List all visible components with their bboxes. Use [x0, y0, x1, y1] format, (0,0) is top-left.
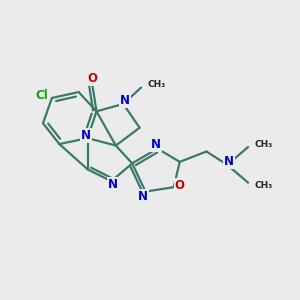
Text: Cl: Cl [35, 88, 48, 101]
Text: N: N [81, 129, 91, 142]
Text: CH₃: CH₃ [148, 80, 166, 89]
Text: O: O [175, 179, 185, 192]
Text: N: N [138, 190, 148, 202]
Text: N: N [120, 94, 130, 107]
Text: CH₃: CH₃ [254, 181, 272, 190]
Text: N: N [151, 138, 161, 151]
Text: N: N [224, 155, 234, 168]
Text: CH₃: CH₃ [254, 140, 272, 149]
Text: N: N [108, 178, 118, 191]
Text: O: O [87, 72, 97, 85]
